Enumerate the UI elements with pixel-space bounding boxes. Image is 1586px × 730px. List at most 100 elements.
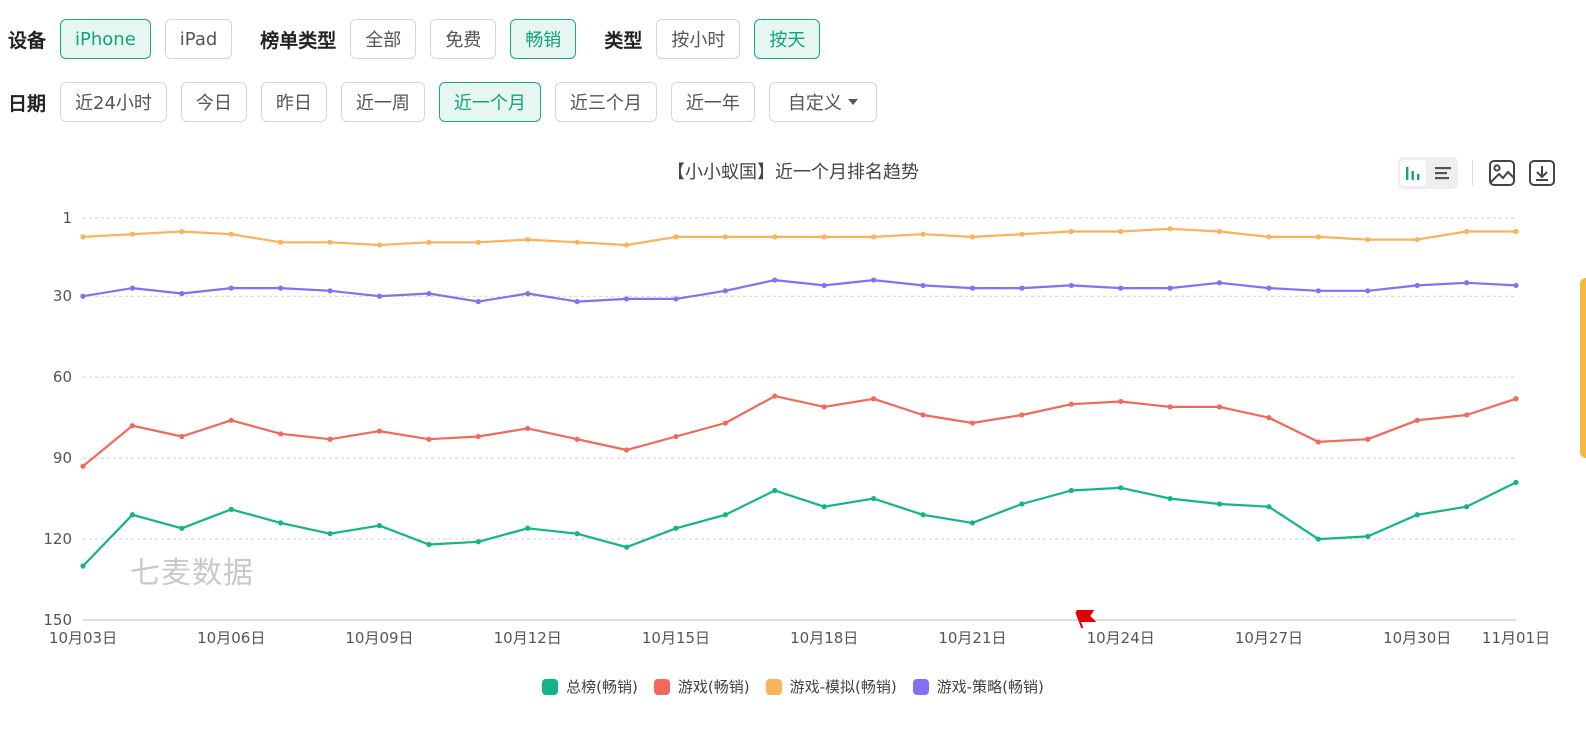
bar-chart-icon[interactable] bbox=[1400, 160, 1426, 186]
data-point bbox=[969, 420, 976, 426]
data-point bbox=[821, 504, 827, 510]
data-point bbox=[129, 285, 136, 291]
list-type-option-free[interactable]: 免费 bbox=[430, 19, 497, 59]
data-point bbox=[525, 236, 531, 243]
data-point bbox=[80, 234, 86, 240]
date-option-today[interactable]: 今日 bbox=[180, 82, 247, 122]
data-point bbox=[1365, 436, 1371, 442]
data-point bbox=[1513, 282, 1519, 289]
legend-label: 游戏(畅销) bbox=[677, 678, 750, 696]
data-point bbox=[1216, 501, 1223, 507]
data-point bbox=[1513, 228, 1519, 235]
toolbox-divider bbox=[1472, 160, 1473, 186]
data-point bbox=[179, 525, 185, 531]
y-tick-label: 150 bbox=[43, 611, 72, 629]
chart-legend: 总榜(畅销) 游戏(畅销) 游戏-模拟(畅销) 游戏-策略(畅销) bbox=[0, 676, 1586, 697]
image-icon[interactable] bbox=[1487, 158, 1517, 188]
data-point bbox=[1167, 285, 1173, 291]
x-tick-label: 10月24日 bbox=[1087, 629, 1155, 647]
data-point bbox=[1118, 485, 1124, 491]
data-point bbox=[129, 512, 136, 518]
data-point bbox=[1216, 228, 1223, 235]
data-point bbox=[920, 512, 926, 518]
data-point bbox=[525, 425, 531, 432]
x-tick-label: 10月15日 bbox=[642, 629, 710, 647]
data-point bbox=[1315, 288, 1321, 294]
legend-item-simulation[interactable]: 游戏-模拟(畅销) bbox=[765, 676, 897, 697]
data-point bbox=[871, 495, 877, 502]
data-point bbox=[1266, 504, 1272, 510]
date-option-month[interactable]: 近一个月 bbox=[438, 82, 541, 122]
data-point bbox=[1414, 236, 1420, 243]
data-point bbox=[772, 487, 778, 494]
date-label: 日期 bbox=[8, 92, 47, 115]
legend-label: 游戏-模拟(畅销) bbox=[789, 678, 897, 696]
data-point bbox=[722, 234, 728, 240]
type-option-daily[interactable]: 按天 bbox=[754, 19, 821, 59]
data-point bbox=[623, 544, 630, 550]
caret-down-icon bbox=[847, 99, 858, 105]
data-point bbox=[871, 277, 877, 283]
list-type-option-grossing[interactable]: 畅销 bbox=[510, 19, 577, 59]
data-point bbox=[1463, 504, 1470, 510]
list-icon[interactable] bbox=[1430, 160, 1456, 186]
legend-item-games[interactable]: 游戏(畅销) bbox=[653, 676, 750, 697]
data-point bbox=[969, 234, 976, 240]
data-point bbox=[376, 293, 383, 299]
data-point bbox=[80, 563, 86, 569]
data-point bbox=[623, 296, 630, 302]
data-point bbox=[623, 242, 630, 248]
type-option-hourly[interactable]: 按小时 bbox=[656, 19, 741, 59]
data-point bbox=[1365, 288, 1371, 294]
data-point bbox=[1019, 285, 1025, 291]
side-tab[interactable] bbox=[1580, 278, 1586, 458]
data-point bbox=[1266, 285, 1272, 291]
data-point bbox=[1216, 404, 1223, 410]
data-point bbox=[1118, 285, 1124, 291]
data-point bbox=[1068, 282, 1074, 289]
flag-icon bbox=[1075, 610, 1097, 629]
legend-item-strategy[interactable]: 游戏-策略(畅销) bbox=[912, 676, 1044, 697]
device-option-ipad[interactable]: iPad bbox=[164, 19, 233, 59]
data-point bbox=[525, 525, 531, 531]
data-point bbox=[475, 299, 481, 305]
date-option-yesterday[interactable]: 昨日 bbox=[260, 82, 327, 122]
data-point bbox=[475, 433, 481, 440]
date-option-week[interactable]: 近一周 bbox=[340, 82, 425, 122]
x-tick-label: 10月03日 bbox=[49, 629, 117, 647]
data-point bbox=[1365, 533, 1371, 539]
data-point bbox=[1167, 404, 1173, 410]
data-point bbox=[673, 525, 679, 531]
data-point bbox=[1414, 512, 1420, 518]
watermark: 七麦数据 bbox=[130, 556, 254, 591]
data-point bbox=[722, 288, 728, 294]
device-option-iphone[interactable]: iPhone bbox=[60, 19, 151, 59]
type-label: 类型 bbox=[604, 29, 643, 52]
date-option-3months[interactable]: 近三个月 bbox=[554, 82, 657, 122]
data-point bbox=[673, 234, 679, 240]
data-point bbox=[129, 423, 136, 429]
data-point bbox=[1463, 412, 1470, 418]
data-point bbox=[1118, 398, 1124, 405]
data-point bbox=[772, 234, 778, 240]
date-custom-dropdown[interactable]: 自定义 bbox=[768, 82, 877, 122]
download-icon[interactable] bbox=[1527, 158, 1557, 188]
list-type-option-all[interactable]: 全部 bbox=[350, 19, 417, 59]
y-tick-label: 90 bbox=[53, 449, 72, 467]
data-point bbox=[376, 242, 383, 248]
date-option-24h[interactable]: 近24小时 bbox=[60, 82, 167, 122]
data-point bbox=[1513, 479, 1519, 486]
filter-row-2: 日期 近24小时 今日 昨日 近一周 近一个月 近三个月 近一年 自定义 bbox=[8, 81, 891, 123]
data-point bbox=[1463, 228, 1470, 235]
series-line bbox=[82, 395, 1517, 468]
date-option-year[interactable]: 近一年 bbox=[670, 82, 755, 122]
legend-item-overall[interactable]: 总榜(畅销) bbox=[542, 676, 638, 697]
chart-toolbox bbox=[1398, 157, 1567, 189]
legend-swatch bbox=[765, 678, 782, 695]
data-point bbox=[179, 433, 185, 440]
data-point bbox=[228, 285, 234, 291]
data-point bbox=[179, 290, 185, 297]
data-point bbox=[1167, 495, 1173, 502]
data-point bbox=[1167, 226, 1173, 232]
